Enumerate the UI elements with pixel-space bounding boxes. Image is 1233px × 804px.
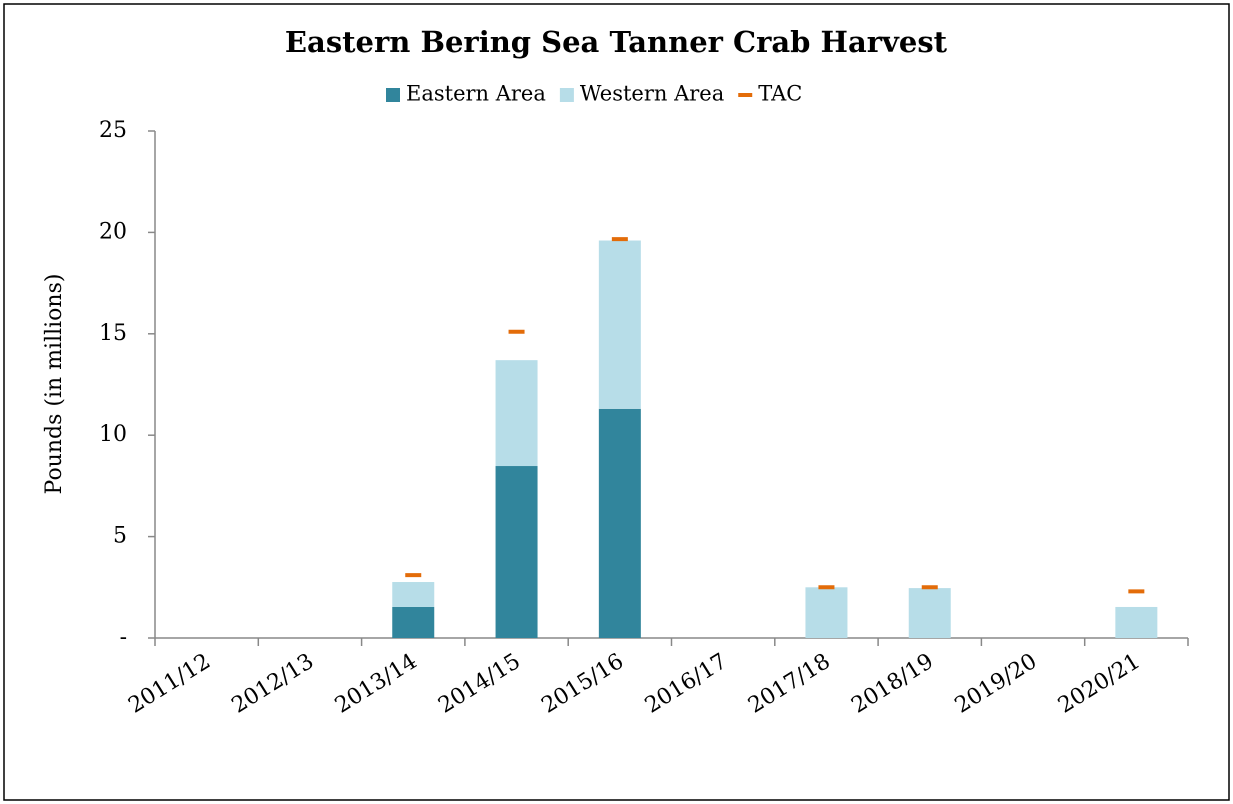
y-tick-label: 20 — [99, 219, 127, 244]
y-tick-label: 25 — [99, 118, 127, 143]
y-tick-label: 5 — [113, 524, 127, 549]
y-tick-label: 15 — [99, 321, 127, 346]
legend-label: TAC — [758, 82, 802, 106]
y-tick-label: 10 — [99, 422, 127, 447]
bar-segment — [392, 582, 435, 607]
legend-swatch — [386, 88, 400, 102]
y-tick-label: - — [120, 625, 127, 650]
bar-segment — [392, 606, 435, 638]
bar-segment — [1115, 606, 1158, 638]
bar-segment — [598, 240, 641, 409]
legend-label: Western Area — [580, 82, 724, 106]
legend-label: Eastern Area — [406, 82, 546, 106]
bar-segment — [495, 360, 538, 467]
bar-segment — [495, 466, 538, 638]
bar-segment — [805, 587, 848, 638]
bar-segment — [908, 588, 951, 638]
bar-segment — [598, 408, 641, 638]
y-axis-label: Pounds (in millions) — [42, 274, 67, 495]
chart-title: Eastern Bering Sea Tanner Crab Harvest — [285, 25, 948, 59]
legend-swatch — [559, 88, 574, 102]
